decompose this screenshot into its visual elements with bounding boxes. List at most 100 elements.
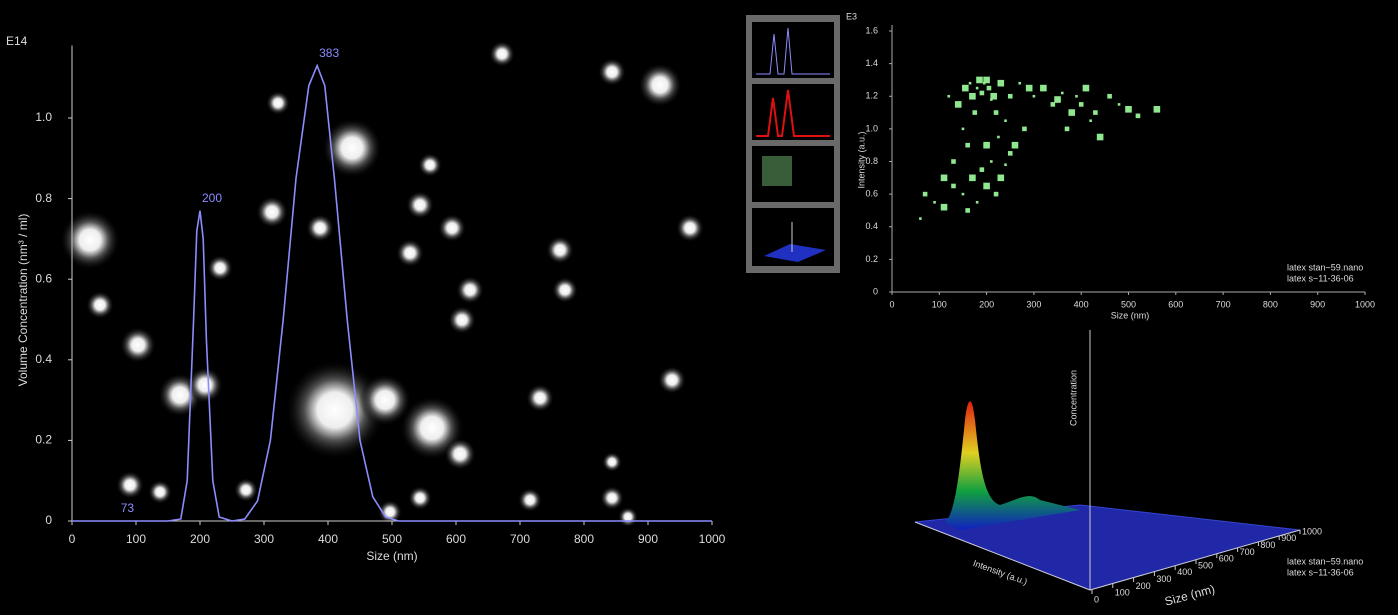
scatter-point	[993, 191, 999, 197]
scatter-point	[933, 200, 936, 204]
particle	[598, 58, 626, 86]
x-tick-label: 800	[1263, 299, 1278, 309]
y-tick-label: 1.6	[865, 25, 878, 35]
scatter-point	[997, 174, 1005, 182]
scatter-point	[972, 110, 978, 115]
particle	[116, 471, 144, 499]
y-tick-label: 1.0	[35, 110, 52, 124]
x-axis	[1089, 529, 1301, 591]
particle	[306, 214, 334, 242]
thumbnail-line	[756, 27, 830, 75]
x-tick-label: 100	[1115, 588, 1130, 598]
x-tick-label: 300	[1026, 299, 1041, 309]
scatter-point	[983, 76, 990, 84]
scatter-point	[1018, 81, 1022, 85]
y-tick-label: 0.8	[865, 156, 878, 166]
thumbnail-line	[756, 89, 830, 137]
scatter-point	[1135, 113, 1141, 119]
y-tick-label: 1.2	[865, 91, 878, 101]
scatter-point	[976, 76, 983, 84]
thumbnail[interactable]	[752, 146, 834, 202]
surface-peak	[945, 401, 1080, 530]
scatter-point	[961, 127, 965, 131]
scatter-point	[954, 101, 962, 108]
particle	[396, 239, 424, 267]
x-tick-label: 0	[889, 299, 894, 309]
thumbnail[interactable]	[752, 22, 834, 78]
y-tick-label: 0.4	[865, 221, 878, 231]
y-tick-label: 0.6	[35, 271, 52, 285]
y-tick-label: 0	[873, 286, 878, 296]
scatter-point	[1011, 141, 1019, 149]
particle	[359, 374, 411, 426]
particle	[658, 366, 686, 394]
particle	[676, 214, 704, 242]
peak-label: 200	[202, 191, 222, 205]
particle	[618, 507, 638, 527]
peak-label: 383	[319, 46, 339, 60]
scatter-point	[1075, 94, 1078, 98]
scatter-point	[975, 200, 979, 204]
scatter-point	[997, 79, 1005, 87]
x-tick-label: 600	[1168, 299, 1183, 309]
scatter-point	[922, 191, 928, 197]
scatter-point	[1054, 96, 1061, 103]
x-tick-label: 300	[1156, 574, 1171, 584]
particle	[408, 486, 432, 510]
particle	[60, 210, 120, 270]
x-tick-label: 400	[1177, 567, 1192, 577]
scatter-point	[1125, 106, 1132, 113]
scatter-point	[983, 141, 990, 149]
thumbnail-scatter	[762, 156, 792, 186]
scatter-point	[1089, 119, 1092, 123]
legend-entry: latex stan~59.nano	[1287, 556, 1363, 566]
particle	[187, 367, 223, 403]
particle	[207, 255, 233, 281]
scatter-point	[1025, 84, 1033, 92]
x-tick-label: 900	[1281, 533, 1296, 543]
scatter-point	[951, 183, 956, 189]
particle	[448, 306, 476, 334]
x-tick-label: 0	[69, 532, 76, 546]
x-tick-label: 700	[510, 532, 530, 546]
scatter-point	[1093, 110, 1098, 115]
particle	[266, 91, 290, 115]
exponent-label: E3	[846, 11, 857, 21]
x-tick-label: 1000	[1302, 526, 1322, 536]
scatter-point	[983, 182, 990, 190]
particle	[600, 486, 624, 510]
x-tick-label: 400	[1074, 299, 1089, 309]
scatter-point	[1040, 84, 1047, 92]
x-axis-label: Size (nm)	[1111, 310, 1150, 320]
distribution-line	[72, 63, 712, 522]
thumbnail-surface	[764, 244, 826, 262]
y-axis	[914, 521, 1091, 591]
scatter-point	[1004, 163, 1007, 167]
scatter-point	[951, 159, 956, 164]
thumbnail-strip[interactable]	[746, 15, 840, 273]
scatter-point	[993, 110, 999, 115]
scatter-point	[919, 217, 922, 220]
particle	[418, 153, 442, 177]
scatter-point	[947, 94, 951, 98]
x-axis-label: Size (nm)	[366, 549, 417, 563]
x-tick-label: 200	[190, 532, 210, 546]
particle	[406, 191, 434, 219]
legend-entry: latex stan~59.nano	[1287, 262, 1363, 272]
x-tick-label: 900	[1310, 299, 1325, 309]
x-tick-label: 700	[1216, 299, 1231, 309]
x-tick-label: 800	[574, 532, 594, 546]
x-tick-label: 400	[318, 532, 338, 546]
scatter-point	[969, 92, 976, 100]
particle	[456, 276, 484, 304]
scatter-point	[975, 86, 979, 90]
scatter-point	[968, 81, 972, 85]
particle	[546, 236, 574, 264]
x-axis-label: Size (nm)	[1163, 582, 1216, 609]
particle	[518, 488, 542, 512]
particle	[234, 478, 258, 502]
x-tick-label: 600	[446, 532, 466, 546]
particle	[322, 118, 382, 178]
